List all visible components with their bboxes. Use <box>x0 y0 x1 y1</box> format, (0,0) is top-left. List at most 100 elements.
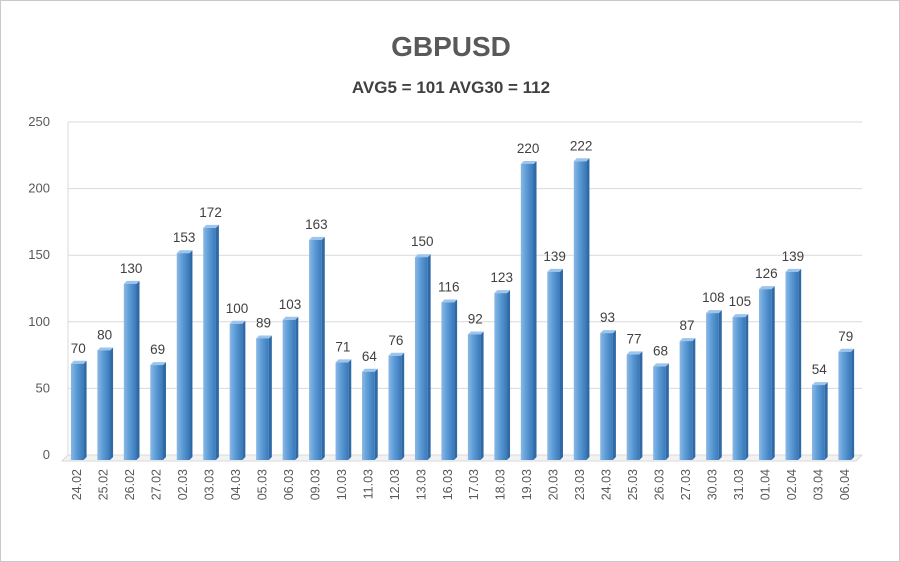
bar <box>414 254 431 460</box>
x-tick-label: 03.03 <box>203 469 217 500</box>
x-tick-label: 19.03 <box>520 469 534 500</box>
bar <box>679 338 696 460</box>
x-tick-label: 30.03 <box>705 469 719 500</box>
x-tick-label: 27.02 <box>150 469 164 500</box>
x-tick-label: 20.03 <box>547 469 561 500</box>
data-label: 220 <box>517 141 540 156</box>
bar <box>626 351 643 460</box>
data-label: 103 <box>279 297 302 312</box>
bar <box>732 314 749 460</box>
data-label: 123 <box>490 270 513 285</box>
bar <box>70 360 87 460</box>
bar <box>547 268 563 460</box>
data-label: 222 <box>570 138 593 153</box>
data-label: 79 <box>838 329 853 344</box>
bar <box>520 160 537 460</box>
x-tick-label: 25.03 <box>626 469 640 500</box>
data-label: 76 <box>388 333 403 348</box>
bar <box>97 347 114 460</box>
bar <box>441 299 458 460</box>
bar <box>600 330 616 460</box>
bar <box>388 352 405 460</box>
data-label: 172 <box>199 205 222 220</box>
bar <box>282 316 299 460</box>
bar <box>467 331 484 460</box>
chart-title: GBPUSD <box>391 31 511 62</box>
x-tick-label: 13.03 <box>414 469 428 500</box>
x-tick-label: 24.02 <box>70 469 84 500</box>
x-tick-label: 25.02 <box>97 469 111 500</box>
x-tick-label: 03.04 <box>811 469 825 500</box>
data-label: 126 <box>755 266 778 281</box>
bar <box>362 368 378 460</box>
data-label: 139 <box>543 249 566 264</box>
x-tick-label: 02.03 <box>176 469 190 500</box>
x-tick-label: 26.03 <box>653 469 667 500</box>
x-tick-label: 23.03 <box>573 469 587 500</box>
data-label: 163 <box>305 217 328 232</box>
data-label: 130 <box>120 261 143 276</box>
bar <box>335 359 352 460</box>
axes: 0 50 100 150 200 250 24.02 25.02 26.02 27.02 02.03… <box>28 114 851 500</box>
data-label: 71 <box>335 339 350 354</box>
bar <box>759 286 775 460</box>
data-label: 116 <box>438 279 460 294</box>
bar <box>123 280 140 460</box>
y-tick-label: 250 <box>28 114 50 129</box>
x-tick-label: 27.03 <box>679 469 693 500</box>
bar <box>150 362 166 460</box>
data-label: 105 <box>729 294 752 309</box>
x-tick-label: 12.03 <box>388 469 402 500</box>
data-label: 80 <box>97 327 112 342</box>
bar <box>573 158 590 460</box>
x-tick-label: 18.03 <box>494 469 508 500</box>
data-label: 77 <box>627 331 642 346</box>
bar <box>785 268 802 460</box>
x-tick-label: 24.03 <box>600 469 614 500</box>
chart-subtitle: AVG5 = 101 AVG30 = 112 <box>351 78 551 97</box>
data-label: 87 <box>679 318 694 333</box>
bar <box>309 236 325 460</box>
x-tick-label: 11.03 <box>361 469 375 499</box>
data-label: 108 <box>702 290 725 305</box>
data-label: 92 <box>468 311 483 326</box>
x-tick-label: 31.03 <box>732 469 746 500</box>
bars <box>70 158 855 460</box>
x-tick-label: 06.04 <box>838 469 852 500</box>
y-tick-label: 150 <box>28 247 50 262</box>
x-tick-label: 02.04 <box>785 469 799 500</box>
bar <box>176 250 193 460</box>
data-label: 150 <box>411 234 434 249</box>
x-tick-label: 06.03 <box>282 469 296 500</box>
data-label: 68 <box>653 343 668 358</box>
x-tick-label: 16.03 <box>441 469 455 500</box>
x-tick-label: 17.03 <box>467 469 481 500</box>
bar <box>229 320 246 460</box>
data-label: 100 <box>226 301 249 316</box>
data-label: 153 <box>173 230 196 245</box>
x-tick-label: 09.03 <box>308 469 322 500</box>
data-label: 64 <box>362 349 378 364</box>
y-tick-label: 200 <box>28 181 50 196</box>
bar <box>811 382 828 460</box>
data-label: 54 <box>812 362 828 377</box>
x-tick-label: 04.03 <box>229 469 243 500</box>
bar <box>494 290 511 460</box>
bar <box>203 224 219 460</box>
bar <box>706 310 722 460</box>
data-label: 69 <box>150 342 165 357</box>
x-tick-label: 05.03 <box>256 469 270 500</box>
data-label: 70 <box>71 341 86 356</box>
x-tick-label: 26.02 <box>123 469 137 500</box>
data-label: 139 <box>782 249 805 264</box>
bar <box>653 363 669 460</box>
y-tick-label: 50 <box>36 380 50 395</box>
data-label: 93 <box>600 310 615 325</box>
y-tick-label: 0 <box>43 447 50 462</box>
bar <box>838 348 855 460</box>
data-label: 89 <box>256 315 271 330</box>
bar <box>256 335 272 460</box>
